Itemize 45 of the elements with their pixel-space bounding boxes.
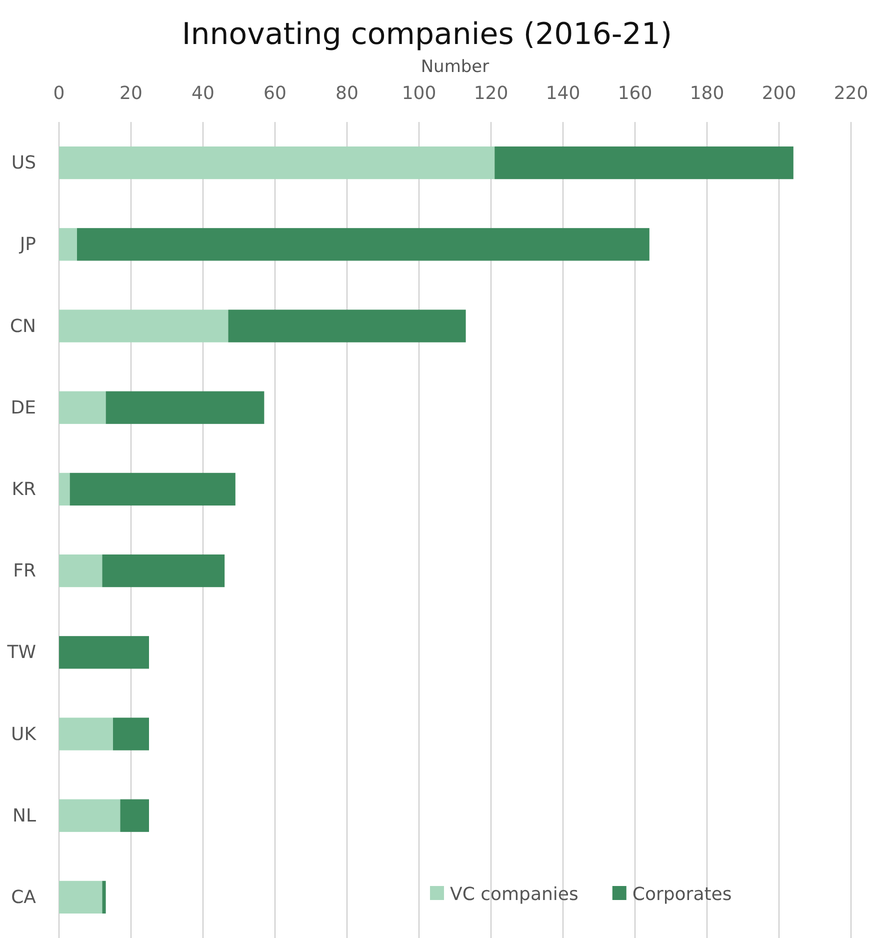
x-tick-label: 160 <box>618 83 652 104</box>
bar <box>494 146 794 180</box>
y-tick-label: CA <box>11 886 37 908</box>
bar <box>102 880 106 914</box>
bar <box>113 718 149 750</box>
y-tick-label: FR <box>13 560 36 582</box>
x-tick-label: 20 <box>120 83 142 104</box>
x-tick-label: 60 <box>264 83 286 104</box>
bar <box>59 718 113 750</box>
x-tick-label: 0 <box>53 83 65 104</box>
x-tick-label: 40 <box>192 83 214 104</box>
bar <box>77 228 650 261</box>
bar <box>59 880 102 914</box>
x-tick-label: 120 <box>474 83 508 104</box>
chart-title: Innovating companies (2016-21) <box>182 17 672 52</box>
y-tick-label: JP <box>18 234 36 256</box>
y-tick-label: TW <box>6 642 36 664</box>
bar <box>59 391 106 424</box>
y-tick-label: NL <box>12 805 36 826</box>
bar <box>59 310 228 342</box>
legend-label: Corporates <box>632 884 732 905</box>
x-tick-label: 200 <box>762 83 796 104</box>
bar <box>59 799 120 832</box>
bar <box>59 228 77 261</box>
x-axis-title: Number <box>420 57 490 77</box>
bar <box>228 310 466 342</box>
bar <box>59 146 495 180</box>
x-tick-label: 220 <box>834 83 868 104</box>
legend-label: VC companies <box>450 884 578 905</box>
bar <box>102 554 225 588</box>
bar <box>120 799 149 832</box>
y-tick-label: CN <box>10 316 36 337</box>
bar <box>59 636 149 669</box>
y-tick-label: KR <box>12 478 36 500</box>
bar <box>59 554 102 588</box>
bar <box>59 472 70 506</box>
x-tick-label: 180 <box>690 83 724 104</box>
x-tick-label: 140 <box>546 83 580 104</box>
bar <box>106 391 264 424</box>
y-tick-label: US <box>11 152 36 174</box>
y-tick-label: UK <box>11 724 38 745</box>
x-tick-label: 100 <box>402 83 436 104</box>
y-tick-label: DE <box>10 397 36 418</box>
x-tick-label: 80 <box>336 83 358 104</box>
bar <box>70 472 236 506</box>
